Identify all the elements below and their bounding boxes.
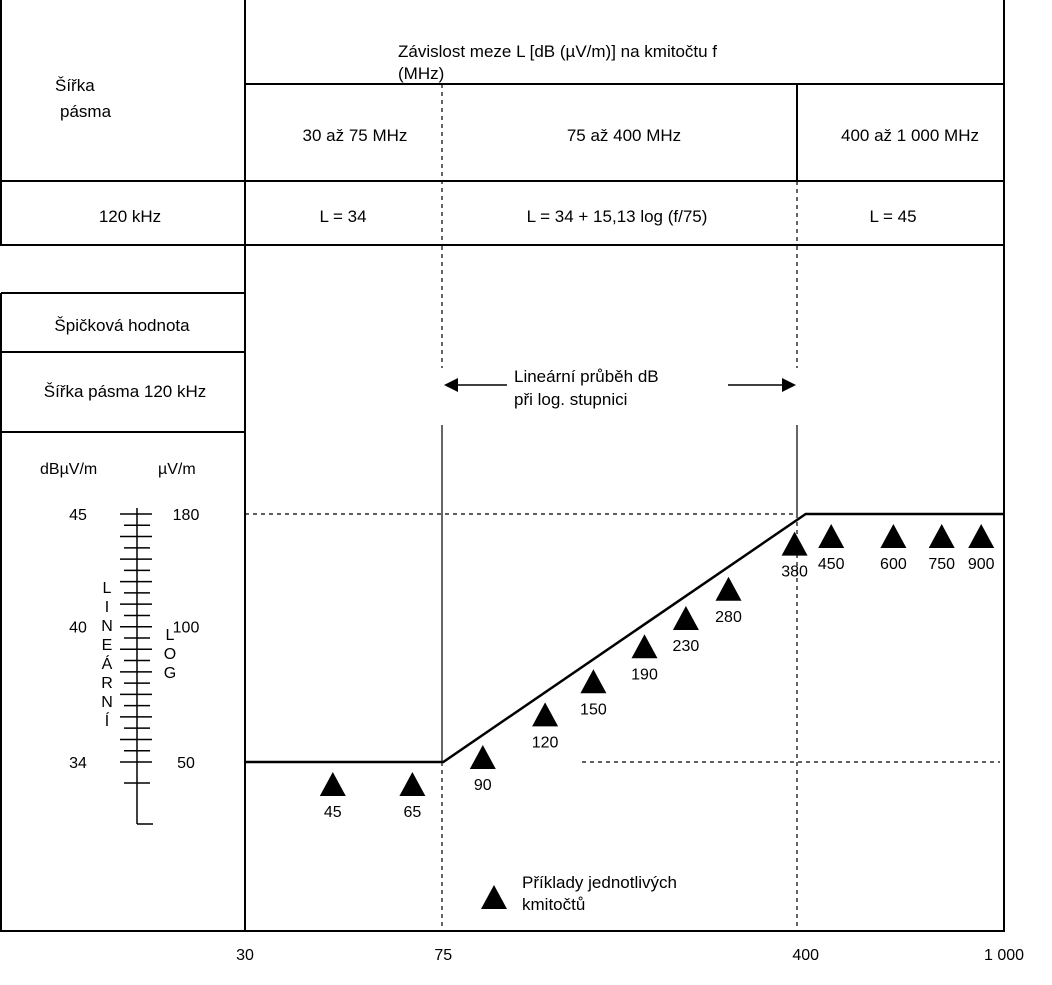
marker-label: 900 [968, 556, 995, 573]
band-1-label: 30 až 75 MHz [303, 126, 408, 145]
legend-marker-icon [481, 885, 507, 909]
uv-tick-label: 100 [173, 620, 200, 637]
uv-tick-label: 50 [177, 755, 195, 772]
db-tick-label: 40 [69, 620, 87, 637]
legend-line-1: Příklady jednotlivých [522, 873, 677, 892]
marker-label: 150 [580, 701, 607, 718]
peak-label: Špičková hodnota [54, 316, 190, 335]
formula-2: L = 34 + 15,13 log (f/75) [527, 207, 708, 226]
marker-label: 90 [474, 777, 492, 794]
linear-letter: L [103, 580, 112, 597]
marker-750 [928, 524, 955, 548]
annotation-line-1: Lineární průběh dB [514, 367, 659, 386]
marker-190 [631, 634, 658, 659]
header-title-2: (MHz) [398, 64, 444, 83]
marker-150 [580, 669, 607, 694]
marker-120 [532, 702, 559, 727]
legend-line-2: kmitočtů [522, 895, 585, 914]
log-letter: O [164, 646, 176, 663]
formula-3: L = 45 [869, 207, 916, 226]
uv-unit: µV/m [158, 461, 196, 478]
marker-label: 45 [324, 804, 342, 821]
marker-90 [469, 745, 496, 769]
db-tick-label: 34 [69, 755, 87, 772]
linear-letter: Í [105, 711, 110, 730]
marker-600 [880, 524, 907, 548]
marker-380 [781, 531, 808, 556]
x-tick-label: 400 [792, 947, 819, 964]
marker-label: 600 [880, 556, 907, 573]
marker-label: 750 [928, 556, 955, 573]
linear-letter: E [102, 637, 113, 654]
uv-tick-label: 180 [173, 507, 200, 524]
linear-letter: N [101, 694, 113, 711]
scale [120, 508, 153, 825]
linear-letter: N [101, 618, 113, 635]
log-letter: L [166, 627, 175, 644]
x-axis-labels: 30 75 400 1 000 [236, 947, 1024, 964]
corner-label-1: Šířka [55, 76, 95, 95]
marker-450 [818, 524, 845, 548]
marker-label: 450 [818, 556, 845, 573]
linear-letter: R [101, 675, 113, 692]
marker-label: 120 [532, 734, 559, 751]
formula-1: L = 34 [319, 207, 366, 226]
annotation-line-2: při log. stupnici [514, 390, 627, 409]
marker-label: 190 [631, 666, 658, 683]
marker-label: 280 [715, 609, 742, 626]
marker-label: 380 [781, 564, 808, 581]
bandwidth-label: Šířka pásma 120 kHz [44, 382, 207, 401]
example-markers: 45 65 90 120 150 190 230 280 380 450 600 750 900 [319, 524, 995, 821]
side-panel-frame [0, 292, 245, 932]
log-letter: G [164, 665, 176, 682]
plot-frame [1, 246, 1005, 932]
row-label: 120 kHz [99, 207, 161, 226]
header-table [0, 0, 1005, 246]
corner-label-2: pásma [60, 102, 112, 121]
marker-900 [968, 524, 995, 548]
linear-letter: Á [102, 654, 113, 673]
band-2-label: 75 až 400 MHz [567, 126, 681, 145]
marker-45 [319, 772, 346, 796]
marker-230 [672, 606, 699, 630]
db-unit: dBµV/m [40, 461, 97, 478]
x-tick-label: 1 000 [984, 947, 1024, 964]
marker-65 [399, 772, 426, 796]
limit-line [245, 512, 1004, 764]
marker-label: 230 [673, 638, 700, 655]
db-tick-label: 45 [69, 507, 87, 524]
annotation-arrows [444, 378, 796, 392]
plot-dividers [245, 246, 1000, 932]
band-3-label: 400 až 1 000 MHz [841, 126, 979, 145]
x-tick-label: 30 [236, 947, 254, 964]
header-title-1: Závislost meze L [dB (µV/m)] na kmitočtu… [398, 42, 717, 61]
table-dashed-dividers [441, 84, 798, 245]
linear-letter: I [105, 599, 109, 616]
marker-280 [715, 576, 742, 601]
x-tick-label: 75 [434, 947, 452, 964]
marker-label: 65 [404, 804, 422, 821]
